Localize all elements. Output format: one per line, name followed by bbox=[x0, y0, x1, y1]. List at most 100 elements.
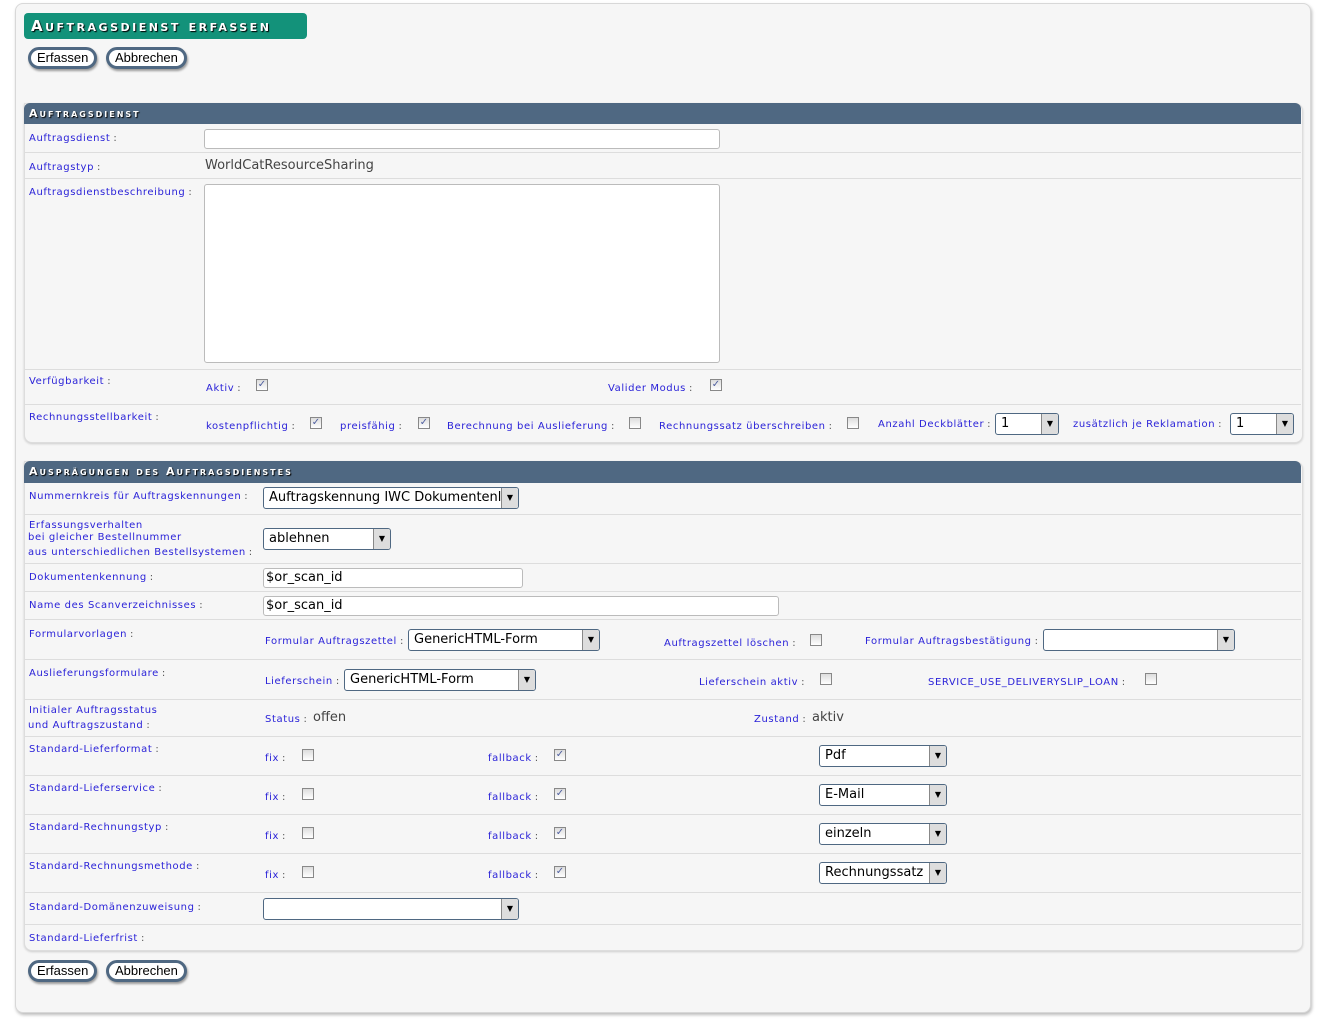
domaene-select[interactable]: ▼ bbox=[263, 898, 519, 920]
fix-checkbox[interactable] bbox=[302, 827, 314, 839]
row-dokumentenkennung bbox=[24, 564, 1301, 592]
label-lieferfrist: Standard-Lieferfrist: bbox=[29, 933, 145, 944]
default-select[interactable]: Pdf ▼ bbox=[819, 745, 947, 767]
label-lieferschein-aktiv: Lieferschein aktiv: bbox=[699, 677, 806, 688]
fallback-checkbox[interactable]: ✓ bbox=[554, 827, 566, 839]
row-default bbox=[24, 776, 1301, 815]
kostenpflichtig-checkbox[interactable]: ✓ bbox=[310, 417, 322, 429]
label-erfassung-1: Erfassungsverhalten bbox=[29, 520, 143, 531]
label-rechnungsstellbarkeit: Rechnungsstellbarkeit: bbox=[29, 412, 160, 423]
label-auftragsbestaetigung: Formular Auftragsbestätigung: bbox=[865, 636, 1039, 647]
label-default: Standard-Rechnungstyp: bbox=[29, 822, 169, 833]
label-berechnung: Berechnung bei Auslieferung: bbox=[447, 421, 615, 432]
label-fallback: fallback: bbox=[488, 792, 539, 803]
preisfaehig-checkbox[interactable]: ✓ bbox=[418, 417, 430, 429]
section-auspraegungen bbox=[24, 461, 1303, 951]
auftragsbestaetigung-select[interactable]: ▼ bbox=[1043, 629, 1235, 651]
auftragsdienst-input[interactable] bbox=[204, 129, 720, 149]
dokumentenkennung-input[interactable]: $or_scan_id bbox=[263, 568, 523, 588]
cancel-button-bottom[interactable]: Abbrechen bbox=[106, 960, 187, 982]
label-default: Standard-Rechnungsmethode: bbox=[29, 861, 200, 872]
label-deliveryslip-loan: SERVICE_USE_DELIVERYSLIP_LOAN: bbox=[928, 677, 1126, 688]
valider-modus-checkbox[interactable]: ✓ bbox=[710, 379, 722, 391]
label-default: Standard-Lieferservice: bbox=[29, 783, 163, 794]
label-initial-2: und Auftragszustand: bbox=[28, 720, 151, 731]
auftragstyp-value: WorldCatResourceSharing bbox=[205, 158, 374, 173]
lieferschein-aktiv-checkbox[interactable] bbox=[820, 673, 832, 685]
fallback-checkbox[interactable]: ✓ bbox=[554, 749, 566, 761]
row-erfassung bbox=[24, 515, 1301, 564]
label-nummernkreis: Nummernkreis für Auftragskennungen: bbox=[29, 491, 249, 502]
label-beschreibung: Auftragsdienstbeschreibung: bbox=[29, 187, 193, 198]
chevron-down-icon: ▼ bbox=[929, 785, 946, 805]
row-auslieferung bbox=[24, 660, 1301, 700]
row-formularvorlagen bbox=[24, 620, 1301, 660]
row-default bbox=[24, 854, 1301, 893]
row-auftragstyp bbox=[24, 153, 1301, 179]
label-rechnungssatz: Rechnungssatz überschreiben: bbox=[659, 421, 833, 432]
section-header: Auftragsdienst bbox=[24, 103, 1301, 124]
chevron-down-icon: ▼ bbox=[1217, 630, 1234, 650]
chevron-down-icon: ▼ bbox=[373, 529, 390, 549]
cancel-button-top[interactable]: Abbrechen bbox=[106, 47, 187, 69]
row-default bbox=[24, 737, 1301, 776]
chevron-down-icon: ▼ bbox=[929, 824, 946, 844]
chevron-down-icon: ▼ bbox=[1276, 414, 1293, 434]
section-header: Ausprägungen des Auftragsdienstes bbox=[24, 461, 1301, 483]
chevron-down-icon: ▼ bbox=[929, 746, 946, 766]
lieferschein-select[interactable]: GenericHTML-Form ▼ bbox=[344, 669, 536, 691]
berechnung-checkbox[interactable] bbox=[629, 417, 641, 429]
chevron-down-icon: ▼ bbox=[582, 630, 599, 650]
label-fix: fix: bbox=[265, 831, 287, 842]
row-scanverzeichnis bbox=[24, 592, 1301, 620]
fallback-checkbox[interactable]: ✓ bbox=[554, 866, 566, 878]
zustand-value: aktiv bbox=[812, 710, 844, 725]
submit-button-bottom[interactable]: Erfassen bbox=[28, 960, 98, 982]
label-reklamation: zusätzlich je Reklamation: bbox=[1073, 419, 1223, 430]
chevron-down-icon: ▼ bbox=[518, 670, 535, 690]
label-scanverzeichnis: Name des Scanverzeichnisses: bbox=[29, 600, 204, 611]
row-beschreibung bbox=[24, 179, 1301, 370]
label-status: Status: bbox=[265, 714, 308, 725]
auftragszettel-loeschen-checkbox[interactable] bbox=[810, 634, 822, 646]
default-select[interactable]: E-Mail ▼ bbox=[819, 784, 947, 806]
label-auftragszettel-loeschen: Auftragszettel löschen: bbox=[664, 638, 797, 649]
deliveryslip-loan-checkbox[interactable] bbox=[1145, 673, 1157, 685]
fix-checkbox[interactable] bbox=[302, 788, 314, 800]
label-preisfaehig: preisfähig: bbox=[340, 421, 403, 432]
row-domaene bbox=[24, 893, 1301, 925]
label-aktiv: Aktiv: bbox=[206, 383, 242, 394]
fix-checkbox[interactable] bbox=[302, 749, 314, 761]
label-auslieferungsformulare: Auslieferungsformulare: bbox=[29, 668, 166, 679]
beschreibung-textarea[interactable] bbox=[204, 184, 720, 363]
label-initial-1: Initialer Auftragsstatus bbox=[29, 705, 158, 716]
aktiv-checkbox[interactable]: ✓ bbox=[256, 379, 268, 391]
submit-button-top[interactable]: Erfassen bbox=[28, 47, 98, 69]
status-value: offen bbox=[313, 710, 347, 725]
scanverzeichnis-input[interactable]: $or_scan_id bbox=[263, 596, 779, 616]
reklamation-select[interactable]: 1 ▼ bbox=[1230, 413, 1294, 435]
label-fallback: fallback: bbox=[488, 753, 539, 764]
label-fallback: fallback: bbox=[488, 870, 539, 881]
erfassung-select[interactable]: ablehnen ▼ bbox=[263, 528, 391, 550]
rechnungssatz-checkbox[interactable] bbox=[847, 417, 859, 429]
row-nummernkreis bbox=[24, 483, 1301, 515]
default-select[interactable]: Rechnungssatz ▼ bbox=[819, 862, 947, 884]
label-deckblaetter: Anzahl Deckblätter: bbox=[878, 419, 992, 430]
label-zustand: Zustand: bbox=[754, 714, 807, 725]
label-domaene: Standard-Domänenzuweisung: bbox=[29, 902, 202, 913]
label-erfassung-2: bei gleicher Bestellnummer bbox=[28, 532, 182, 543]
label-fix: fix: bbox=[265, 792, 287, 803]
row-initial bbox=[24, 700, 1301, 737]
label-fix: fix: bbox=[265, 870, 287, 881]
deckblaetter-select[interactable]: 1 ▼ bbox=[995, 413, 1059, 435]
fix-checkbox[interactable] bbox=[302, 866, 314, 878]
row-default bbox=[24, 815, 1301, 854]
fallback-checkbox[interactable]: ✓ bbox=[554, 788, 566, 800]
default-select[interactable]: einzeln ▼ bbox=[819, 823, 947, 845]
label-kostenpflichtig: kostenpflichtig: bbox=[206, 421, 296, 432]
chevron-down-icon: ▼ bbox=[501, 488, 518, 508]
label-verfuegbarkeit: Verfügbarkeit: bbox=[29, 376, 112, 387]
auftragszettel-select[interactable]: GenericHTML-Form ▼ bbox=[408, 629, 600, 651]
nummernkreis-select[interactable]: Auftragskennung IWC Dokumentenl ▼ bbox=[263, 487, 519, 509]
